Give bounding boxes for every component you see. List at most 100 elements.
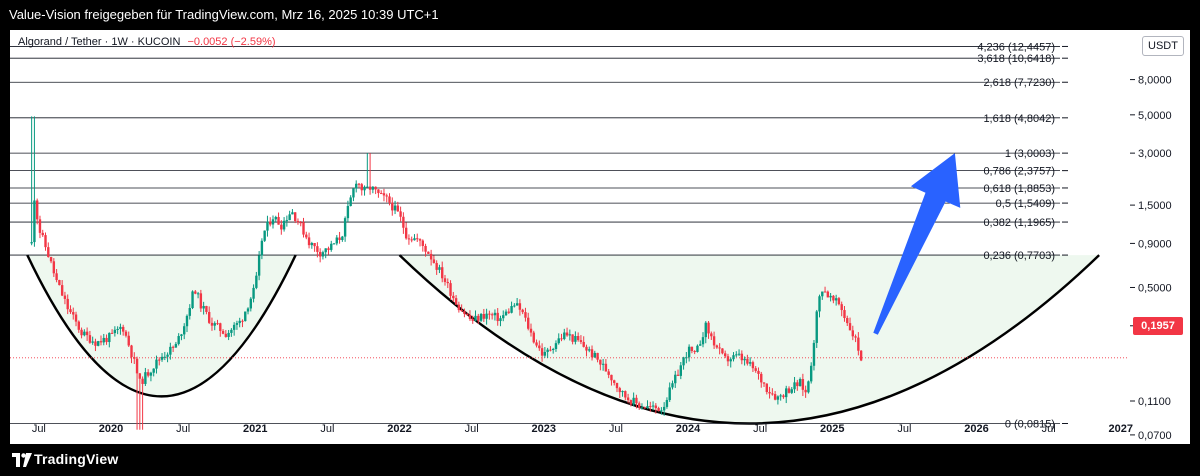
fib-label-9: 0,236 (0,7703): [983, 250, 1055, 262]
candle-body: [754, 368, 757, 371]
candle-body: [102, 337, 105, 343]
candle: [790, 387, 793, 395]
candle-body: [690, 346, 694, 352]
candle: [38, 215, 42, 239]
candle-body: [335, 237, 338, 244]
candle: [346, 200, 350, 222]
candle: [779, 393, 782, 401]
candle: [58, 279, 61, 286]
fib-label-4: 1 (3,0003): [1005, 148, 1055, 160]
price-chart[interactable]: 4,236 (12,4457)3,618 (10,6418) 2,618 (7,7…: [10, 30, 1190, 444]
tradingview-logo-icon: [12, 453, 32, 467]
candle-body: [260, 240, 264, 256]
candle: [424, 243, 427, 257]
candle: [144, 367, 147, 387]
candle-body: [371, 186, 375, 190]
candle: [280, 220, 283, 235]
candle: [699, 340, 702, 346]
candle-body: [382, 193, 386, 196]
x-tick-label-0: Jul: [32, 423, 46, 435]
candle-body: [624, 391, 627, 398]
candle: [807, 380, 810, 394]
candle: [313, 242, 316, 252]
candle-body: [843, 310, 846, 319]
candle-body: [549, 349, 552, 351]
candle: [474, 310, 477, 322]
candle-body: [85, 331, 89, 336]
candle-body: [496, 312, 499, 322]
candle: [676, 369, 680, 377]
candle: [785, 385, 788, 404]
candle: [438, 264, 441, 274]
symbol-legend[interactable]: Algorand / Tether · 1W · KUCOIN −0.0052 …: [18, 36, 276, 48]
y-tick-label-7: 0,1100: [1138, 396, 1171, 408]
candle: [751, 360, 755, 372]
candle: [843, 306, 846, 322]
candle: [158, 357, 161, 366]
candle: [662, 402, 666, 416]
candle: [621, 390, 624, 397]
candle-body: [366, 186, 369, 188]
candle-body: [732, 355, 735, 360]
candle-body: [601, 363, 605, 365]
candle: [549, 346, 552, 352]
candle: [266, 215, 269, 237]
candle: [305, 231, 308, 240]
candle-body: [97, 341, 100, 346]
candle: [285, 215, 289, 227]
candle-body: [135, 358, 139, 374]
candle-body: [834, 298, 838, 301]
candle-body: [518, 303, 522, 310]
candle: [66, 294, 69, 315]
candle: [221, 329, 225, 335]
candle-body: [563, 332, 566, 340]
candle-body: [446, 281, 449, 284]
candle: [801, 373, 805, 397]
candle-body: [91, 341, 94, 343]
candle-body: [379, 193, 383, 195]
candle: [502, 310, 505, 322]
candle: [213, 321, 216, 331]
candle: [557, 333, 560, 345]
candle-body: [504, 311, 508, 316]
candle: [69, 305, 72, 314]
candle-body: [30, 242, 33, 244]
candle-body: [282, 220, 286, 230]
chart-area[interactable]: 4,236 (12,4457) 3,618 (10,6418) 2,618 (7,7…: [10, 30, 1190, 444]
candle: [588, 346, 591, 353]
candle-body: [163, 356, 166, 358]
candle-body: [721, 348, 724, 354]
candle-body: [235, 323, 239, 325]
candle-body: [219, 323, 222, 331]
candle: [30, 116, 33, 246]
candle: [146, 369, 150, 378]
candle-body: [271, 219, 275, 225]
candle: [246, 307, 250, 315]
candle: [452, 291, 455, 302]
currency-selector[interactable]: USDT: [1142, 36, 1184, 56]
candle-body: [468, 314, 472, 319]
candle-body: [35, 200, 39, 220]
candle-body: [183, 326, 186, 335]
candle: [138, 372, 142, 430]
candle-body: [685, 357, 688, 359]
candle-body: [460, 310, 463, 312]
candle-body: [621, 391, 624, 393]
candle: [74, 311, 78, 327]
candle: [829, 293, 832, 302]
candle: [765, 383, 768, 395]
candle-body: [360, 184, 363, 191]
x-tick-label-1: 2020: [99, 423, 123, 435]
candle-body: [502, 315, 505, 319]
candle-body: [674, 374, 677, 384]
candle-body: [757, 370, 760, 374]
candle: [579, 335, 583, 345]
candle: [257, 251, 261, 281]
candle: [293, 212, 297, 224]
candle: [793, 376, 796, 393]
axis-layer: 8,00005,00003,00001,50000,90000,50000,30…: [32, 75, 1172, 442]
candle-body: [457, 304, 461, 311]
candle: [116, 326, 119, 335]
candle: [55, 269, 58, 283]
candle: [854, 334, 857, 343]
